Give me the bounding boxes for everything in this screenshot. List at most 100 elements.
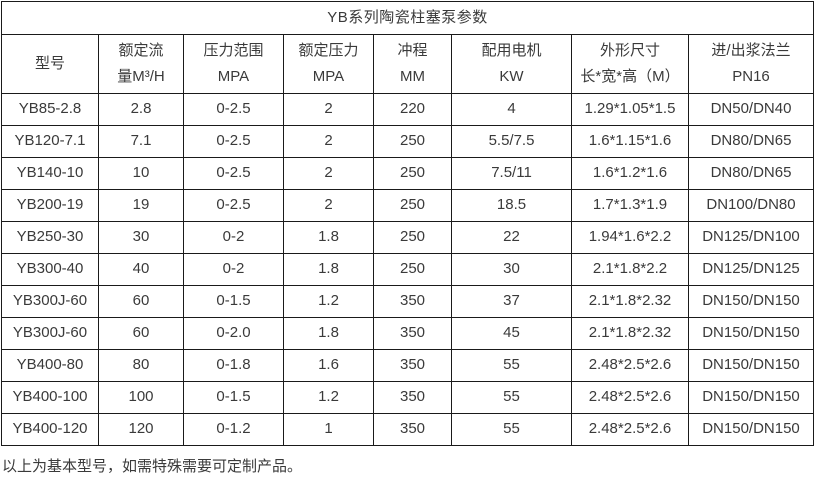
- cell-stroke: 250: [373, 157, 452, 190]
- cell-model: YB300-40: [1, 253, 99, 286]
- cell-dimensions: 2.1*1.8*2.32: [571, 285, 689, 318]
- cell-motor: 55: [451, 381, 572, 414]
- cell-rated-pressure: 1.8: [283, 253, 374, 286]
- cell-rated-pressure: 1: [283, 413, 374, 446]
- pump-spec-table: YB系列陶瓷柱塞泵参数 型号 额定流 量M³/H 压力范围 MPA 额定压力 M…: [0, 1, 814, 446]
- column-header-rated-flow-line1: 额定流: [118, 41, 164, 59]
- column-header-pressure-range-line2: MPA: [217, 67, 250, 85]
- table-header-row: 型号 额定流 量M³/H 压力范围 MPA 额定压力 MPA 冲程 MM: [1, 34, 814, 94]
- cell-motor: 22: [451, 221, 572, 254]
- table-row: YB120-7.1 7.1 0-2.5 2 250 5.5/7.5 1.6*1.…: [1, 125, 814, 158]
- cell-motor: 55: [451, 413, 572, 446]
- cell-model: YB140-10: [1, 157, 99, 190]
- cell-stroke: 250: [373, 125, 452, 158]
- column-header-rated-pressure-line2: MPA: [312, 67, 345, 85]
- cell-dimensions: 1.29*1.05*1.5: [571, 93, 689, 126]
- cell-dimensions: 2.48*2.5*2.6: [571, 381, 689, 414]
- cell-stroke: 250: [373, 221, 452, 254]
- cell-rated-flow: 120: [98, 413, 184, 446]
- cell-dimensions: 1.94*1.6*2.2: [571, 221, 689, 254]
- cell-motor: 5.5/7.5: [451, 125, 572, 158]
- cell-motor: 30: [451, 253, 572, 286]
- column-header-rated-flow-line2: 量M³/H: [117, 67, 165, 85]
- cell-pressure-range: 0-2.5: [183, 125, 284, 158]
- column-header-flange: 进/出浆法兰 PN16: [687, 34, 814, 94]
- column-header-model-line1: 型号: [34, 54, 65, 72]
- cell-rated-pressure: 2: [283, 93, 374, 126]
- cell-pressure-range: 0-2.0: [183, 317, 284, 350]
- column-header-rated-flow: 额定流 量M³/H: [98, 34, 184, 94]
- column-header-stroke-line1: 冲程: [397, 41, 428, 59]
- cell-rated-flow: 80: [98, 349, 184, 382]
- cell-stroke: 350: [373, 413, 452, 446]
- cell-stroke: 350: [373, 349, 452, 382]
- column-header-dimensions-line2: 长*宽*高（M）: [580, 67, 680, 85]
- cell-flange: DN80/DN65: [687, 157, 814, 190]
- cell-flange: DN100/DN80: [687, 189, 814, 222]
- table-row: YB85-2.8 2.8 0-2.5 2 220 4 1.29*1.05*1.5…: [1, 93, 814, 126]
- cell-rated-flow: 60: [98, 285, 184, 318]
- cell-rated-pressure: 1.8: [283, 221, 374, 254]
- table-row: YB300-40 40 0-2 1.8 250 30 2.1*1.8*2.2 D…: [1, 253, 814, 286]
- cell-flange: DN125/DN100: [687, 221, 814, 254]
- cell-flange: DN150/DN150: [687, 349, 814, 382]
- cell-dimensions: 1.7*1.3*1.9: [571, 189, 689, 222]
- cell-model: YB200-19: [1, 189, 99, 222]
- cell-model: YB400-120: [1, 413, 99, 446]
- cell-flange: DN125/DN125: [687, 253, 814, 286]
- column-header-stroke-line2: MM: [400, 67, 425, 85]
- cell-rated-flow: 7.1: [98, 125, 184, 158]
- column-header-dimensions-line1: 外形尺寸: [599, 41, 660, 59]
- cell-rated-pressure: 2: [283, 157, 374, 190]
- cell-model: YB85-2.8: [1, 93, 99, 126]
- cell-pressure-range: 0-1.2: [183, 413, 284, 446]
- cell-pressure-range: 0-1.5: [183, 285, 284, 318]
- cell-dimensions: 1.6*1.15*1.6: [571, 125, 689, 158]
- cell-dimensions: 2.1*1.8*2.32: [571, 317, 689, 350]
- cell-pressure-range: 0-1.5: [183, 381, 284, 414]
- cell-dimensions: 2.48*2.5*2.6: [571, 349, 689, 382]
- cell-motor: 18.5: [451, 189, 572, 222]
- cell-model: YB400-80: [1, 349, 99, 382]
- table-row: YB250-30 30 0-2 1.8 250 22 1.94*1.6*2.2 …: [1, 221, 814, 254]
- cell-pressure-range: 0-2: [183, 221, 284, 254]
- cell-flange: DN150/DN150: [687, 381, 814, 414]
- table-row: YB400-80 80 0-1.8 1.6 350 55 2.48*2.5*2.…: [1, 349, 814, 382]
- table-row: YB200-19 19 0-2.5 2 250 18.5 1.7*1.3*1.9…: [1, 189, 814, 222]
- column-header-motor-line2: KW: [499, 67, 524, 85]
- cell-pressure-range: 0-1.8: [183, 349, 284, 382]
- cell-stroke: 350: [373, 381, 452, 414]
- cell-rated-pressure: 1.2: [283, 285, 374, 318]
- cell-motor: 45: [451, 317, 572, 350]
- table-row: YB140-10 10 0-2.5 2 250 7.5/11 1.6*1.2*1…: [1, 157, 814, 190]
- cell-rated-flow: 60: [98, 317, 184, 350]
- cell-stroke: 250: [373, 189, 452, 222]
- cell-rated-pressure: 1.2: [283, 381, 374, 414]
- cell-rated-pressure: 2: [283, 189, 374, 222]
- column-header-model: 型号: [1, 34, 99, 94]
- column-header-pressure-range-line1: 压力范围: [203, 41, 264, 59]
- cell-dimensions: 2.1*1.8*2.2: [571, 253, 689, 286]
- cell-rated-flow: 100: [98, 381, 184, 414]
- cell-stroke: 350: [373, 285, 452, 318]
- footer-note: 以上为基本型号，如需特殊需要可定制产品。: [2, 458, 303, 475]
- cell-motor: 55: [451, 349, 572, 382]
- cell-model: YB300J-60: [1, 285, 99, 318]
- cell-pressure-range: 0-2.5: [183, 189, 284, 222]
- column-header-dimensions: 外形尺寸 长*宽*高（M）: [571, 34, 689, 94]
- cell-motor: 4: [451, 93, 572, 126]
- cell-stroke: 250: [373, 253, 452, 286]
- cell-rated-flow: 30: [98, 221, 184, 254]
- column-header-flange-line2: PN16: [732, 67, 770, 85]
- column-header-stroke: 冲程 MM: [373, 34, 452, 94]
- column-header-rated-pressure-line1: 额定压力: [298, 41, 359, 59]
- table-row: YB300J-60 60 0-1.5 1.2 350 37 2.1*1.8*2.…: [1, 285, 814, 318]
- cell-stroke: 350: [373, 317, 452, 350]
- cell-motor: 37: [451, 285, 572, 318]
- cell-stroke: 220: [373, 93, 452, 126]
- cell-rated-flow: 40: [98, 253, 184, 286]
- table-row: YB400-120 120 0-1.2 1 350 55 2.48*2.5*2.…: [1, 413, 814, 446]
- cell-flange: DN150/DN150: [687, 317, 814, 350]
- cell-flange: DN80/DN65: [687, 125, 814, 158]
